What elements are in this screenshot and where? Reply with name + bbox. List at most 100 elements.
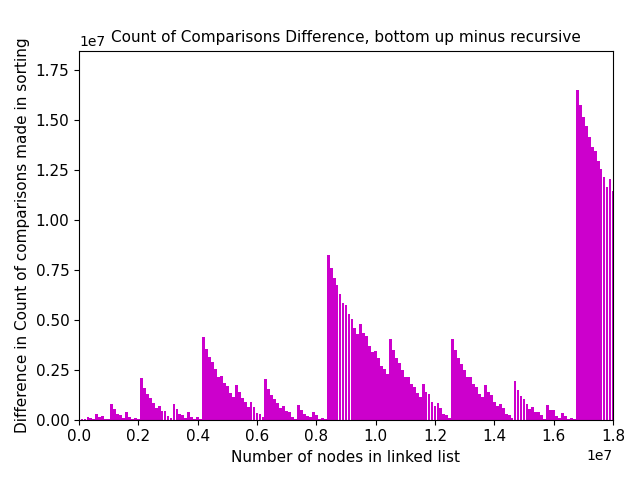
Bar (538, 412, 540, 420)
Bar (422, 384, 424, 420)
Bar (170, 419, 172, 420)
Bar (348, 314, 350, 420)
Bar (108, 419, 110, 420)
Bar (603, 178, 605, 420)
Bar (481, 397, 484, 420)
Bar (351, 319, 353, 420)
Bar (472, 384, 475, 420)
Bar (285, 411, 288, 420)
Y-axis label: Difference in Count of comparisons made in sorting: Difference in Count of comparisons made … (15, 37, 30, 433)
Bar (335, 285, 339, 420)
Bar (552, 410, 555, 420)
Bar (561, 413, 564, 420)
Bar (377, 358, 380, 420)
Bar (315, 415, 317, 420)
Bar (271, 395, 273, 420)
Bar (395, 358, 398, 420)
Bar (309, 417, 312, 420)
Bar (508, 415, 511, 420)
Bar (297, 405, 300, 420)
Bar (84, 419, 86, 420)
Bar (431, 402, 433, 420)
X-axis label: Number of nodes in linked list: Number of nodes in linked list (232, 450, 461, 465)
Bar (81, 419, 83, 420)
Bar (605, 187, 609, 420)
Bar (511, 418, 513, 420)
Bar (119, 415, 122, 420)
Bar (306, 416, 309, 420)
Bar (125, 412, 128, 420)
Bar (594, 151, 596, 420)
Bar (440, 408, 442, 420)
Bar (128, 417, 131, 420)
Bar (585, 126, 588, 420)
Bar (175, 409, 179, 420)
Bar (596, 161, 600, 420)
Bar (484, 385, 487, 420)
Bar (90, 418, 92, 420)
Bar (449, 418, 451, 420)
Bar (525, 404, 529, 420)
Bar (166, 416, 170, 420)
Bar (330, 268, 333, 420)
Bar (157, 406, 161, 420)
Bar (570, 419, 573, 420)
Bar (184, 418, 188, 420)
Bar (312, 412, 315, 420)
Bar (342, 303, 344, 420)
Bar (179, 414, 181, 420)
Bar (490, 395, 493, 420)
Bar (588, 137, 591, 420)
Bar (134, 419, 137, 420)
Bar (244, 402, 246, 420)
Bar (419, 397, 422, 420)
Bar (327, 255, 330, 420)
Bar (143, 388, 146, 420)
Bar (567, 419, 570, 420)
Bar (253, 407, 255, 420)
Bar (246, 407, 250, 420)
Bar (276, 403, 279, 420)
Bar (288, 412, 291, 420)
Bar (344, 305, 348, 420)
Bar (600, 168, 602, 420)
Bar (374, 351, 377, 420)
Bar (101, 416, 104, 420)
Bar (469, 377, 472, 420)
Bar (146, 395, 148, 420)
Bar (576, 90, 579, 420)
Bar (416, 393, 419, 420)
Bar (505, 414, 508, 420)
Bar (371, 352, 374, 420)
Bar (520, 396, 522, 420)
Bar (558, 418, 561, 420)
Bar (250, 402, 252, 420)
Bar (300, 409, 303, 420)
Bar (259, 414, 261, 420)
Bar (199, 419, 202, 420)
Bar (487, 392, 490, 420)
Bar (279, 408, 282, 420)
Bar (229, 393, 232, 420)
Bar (383, 369, 386, 420)
Bar (389, 338, 392, 420)
Bar (232, 397, 235, 420)
Bar (255, 413, 259, 420)
Bar (445, 415, 448, 420)
Bar (303, 414, 306, 420)
Bar (262, 417, 264, 420)
Bar (529, 409, 531, 420)
Bar (196, 418, 199, 420)
Bar (475, 387, 478, 420)
Bar (235, 385, 237, 420)
Bar (152, 403, 155, 420)
Bar (205, 349, 208, 420)
Bar (86, 417, 90, 420)
Bar (353, 328, 356, 420)
Bar (226, 385, 228, 420)
Bar (386, 374, 389, 420)
Bar (318, 419, 321, 420)
Bar (282, 406, 285, 420)
Bar (493, 402, 496, 420)
Bar (547, 405, 549, 420)
